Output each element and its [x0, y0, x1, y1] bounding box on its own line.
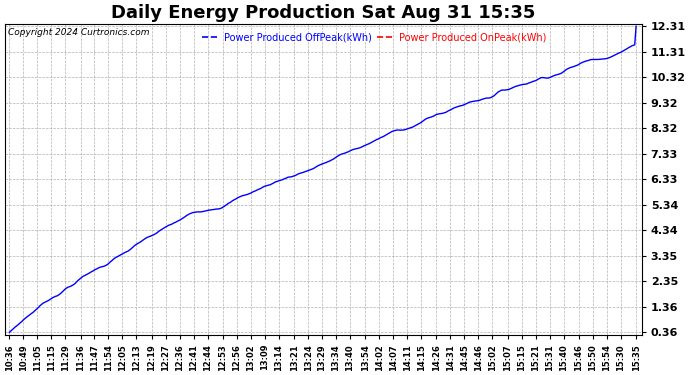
Legend: Power Produced OffPeak(kWh), Power Produced OnPeak(kWh): Power Produced OffPeak(kWh), Power Produ… [198, 28, 551, 46]
Text: Copyright 2024 Curtronics.com: Copyright 2024 Curtronics.com [8, 28, 150, 38]
Title: Daily Energy Production Sat Aug 31 15:35: Daily Energy Production Sat Aug 31 15:35 [111, 4, 535, 22]
